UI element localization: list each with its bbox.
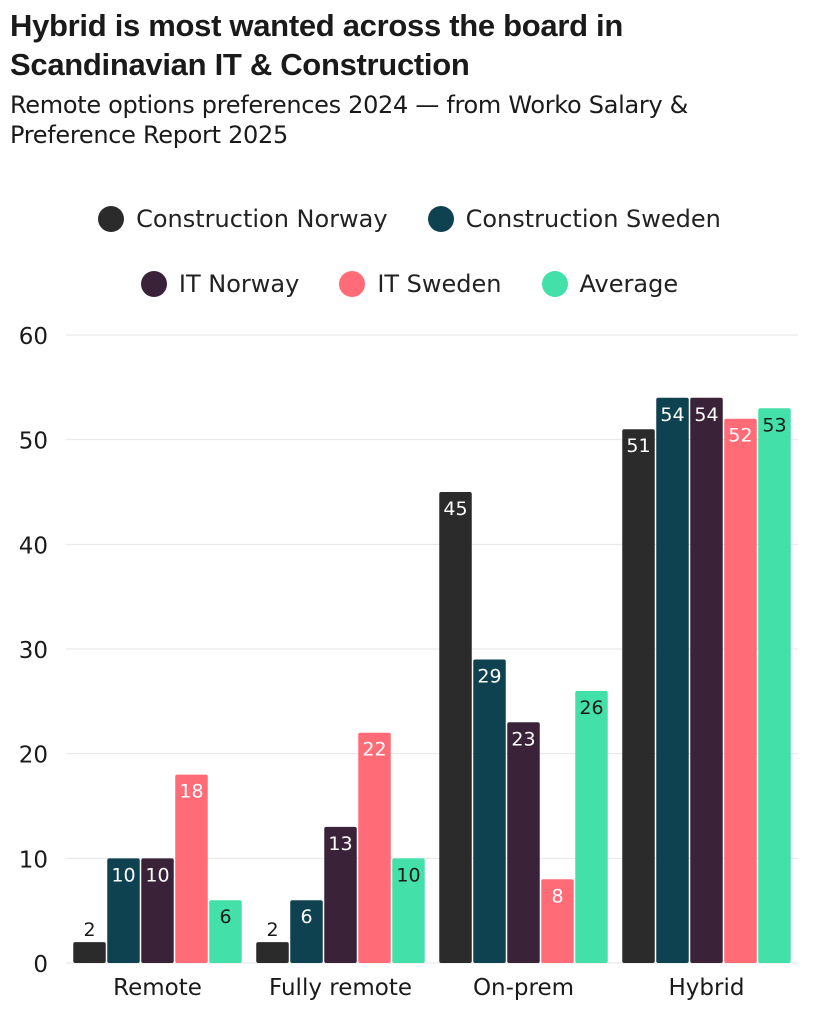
data-label: 54 xyxy=(694,404,718,426)
legend-item: Average xyxy=(541,270,679,298)
data-label: 45 xyxy=(443,498,467,520)
bar xyxy=(622,429,655,963)
data-label: 53 xyxy=(762,414,786,436)
y-tick-label: 10 xyxy=(19,847,48,873)
bar xyxy=(107,858,140,963)
bar xyxy=(758,408,791,963)
legend-label: IT Norway xyxy=(178,270,300,298)
data-label: 54 xyxy=(660,404,684,426)
data-label: 6 xyxy=(219,906,231,928)
bar xyxy=(324,826,357,963)
bar xyxy=(392,858,425,963)
bar xyxy=(724,418,757,963)
legend-swatch xyxy=(98,206,125,232)
data-label: 26 xyxy=(579,697,603,719)
bar xyxy=(507,722,540,963)
bar xyxy=(73,942,106,963)
bar xyxy=(175,774,208,963)
data-label: 8 xyxy=(551,885,563,907)
data-label: 10 xyxy=(145,864,169,886)
bar xyxy=(690,397,723,963)
legend-label: Construction Sweden xyxy=(465,205,721,233)
data-label: 51 xyxy=(626,435,650,457)
data-label: 2 xyxy=(266,919,278,941)
bar xyxy=(575,690,608,963)
legend-swatch xyxy=(339,271,366,297)
chart-subtitle: Remote options preferences 2024 — from W… xyxy=(10,91,689,149)
y-tick-label: 20 xyxy=(19,743,48,769)
bar xyxy=(290,900,323,963)
bar xyxy=(541,879,574,963)
legend-swatch xyxy=(140,271,167,297)
y-tick-label: 50 xyxy=(19,429,48,455)
data-label: 29 xyxy=(477,665,501,687)
x-tick-label: Hybrid xyxy=(669,975,745,1001)
y-tick-label: 30 xyxy=(19,638,48,664)
chart-title: Hybrid is most wanted across the board i… xyxy=(10,8,623,82)
bar xyxy=(656,397,689,963)
bar xyxy=(256,942,289,963)
data-label: 10 xyxy=(396,864,420,886)
bar xyxy=(209,900,242,963)
legend-label: Construction Norway xyxy=(136,205,388,233)
x-tick-label: Fully remote xyxy=(269,975,412,1001)
data-label: 2 xyxy=(83,919,95,941)
data-label: 23 xyxy=(511,728,535,750)
legend-label: Average xyxy=(579,270,679,298)
x-tick-label: On-prem xyxy=(473,975,574,1001)
data-label: 10 xyxy=(111,864,135,886)
legend-item: Construction Norway xyxy=(98,205,388,233)
x-tick-label: Remote xyxy=(113,975,202,1001)
legend-swatch xyxy=(427,206,454,232)
y-tick-label: 40 xyxy=(19,533,48,559)
legend-item: IT Sweden xyxy=(339,270,502,298)
bar xyxy=(439,492,472,963)
y-tick-label: 60 xyxy=(19,324,48,350)
legend-swatch xyxy=(541,271,568,297)
data-label: 6 xyxy=(300,906,312,928)
data-label: 52 xyxy=(728,425,752,447)
data-label: 22 xyxy=(362,739,386,761)
legend-row-2: IT Norway IT Sweden Average xyxy=(0,270,819,298)
legend-row-1: Construction Norway Construction Sweden xyxy=(0,205,819,233)
legend-label: IT Sweden xyxy=(377,270,502,298)
bar xyxy=(358,732,391,963)
legend-item: Construction Sweden xyxy=(427,205,721,233)
bar xyxy=(141,858,174,963)
bar xyxy=(473,659,506,963)
data-label: 18 xyxy=(179,781,203,803)
y-tick-label: 0 xyxy=(33,952,48,978)
data-label: 13 xyxy=(328,833,352,855)
legend-item: IT Norway xyxy=(140,270,300,298)
